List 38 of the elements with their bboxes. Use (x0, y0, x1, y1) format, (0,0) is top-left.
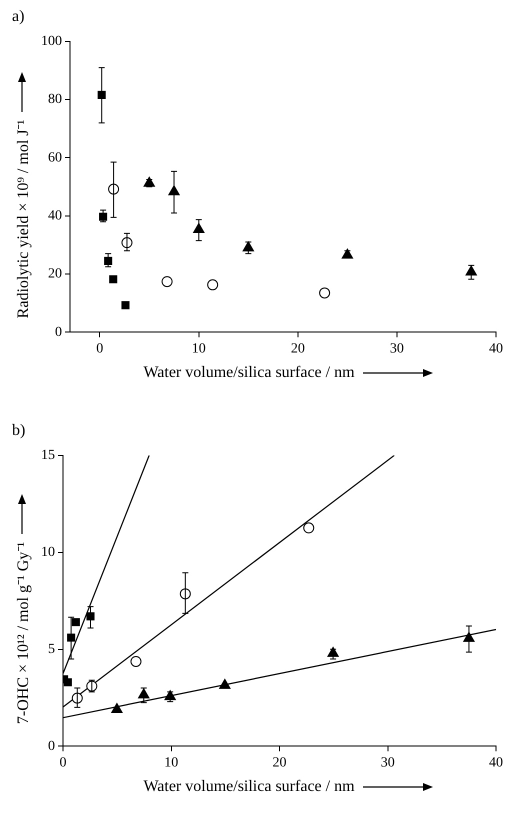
x-axis-title: Water volume/silica surface / nm (143, 364, 355, 382)
y-tick-label: 100 (41, 34, 62, 50)
chart-title: b) (11, 422, 26, 441)
y-tick-label: 40 (48, 208, 62, 224)
chart-title: a) (11, 8, 26, 27)
x-axis-title: Water volume/silica surface / nm (143, 778, 355, 796)
point (99, 212, 108, 221)
y-tick-label: 60 (48, 150, 62, 166)
x-tick-label: 0 (96, 341, 104, 356)
point (319, 287, 330, 298)
point (111, 703, 123, 714)
y-tick-label: 15 (41, 448, 55, 464)
x-tick-label: 10 (192, 341, 206, 356)
y-tick-label: 20 (48, 266, 62, 282)
y-tick-label: 80 (48, 92, 62, 108)
point (138, 688, 150, 698)
point (72, 618, 80, 626)
x-tick-label: 40 (489, 755, 503, 770)
point (162, 276, 173, 288)
point (64, 678, 72, 686)
point (130, 656, 142, 667)
y-tick-label: 0 (48, 738, 55, 754)
x-tick-label: 40 (489, 341, 503, 356)
y-tick-label: 5 (48, 642, 55, 657)
point (219, 678, 231, 689)
point (109, 275, 118, 284)
y-axis-title: Radiolytic yield × 10⁹ / mol J⁻¹ (14, 120, 33, 318)
y-tick-label: 0 (55, 324, 62, 340)
x-tick-label: 30 (390, 341, 404, 356)
x-tick-label: 20 (272, 755, 286, 770)
x-tick-label: 10 (164, 755, 178, 770)
x-tick-label: 20 (290, 341, 305, 356)
y-axis-title: 7-OHC × 10¹² / mol g⁻¹ Gy⁻¹ (14, 542, 33, 724)
y-tick-label: 10 (41, 545, 55, 560)
point (207, 279, 218, 290)
point (303, 522, 314, 534)
point (121, 301, 130, 310)
x-tick-label: 30 (380, 755, 395, 770)
